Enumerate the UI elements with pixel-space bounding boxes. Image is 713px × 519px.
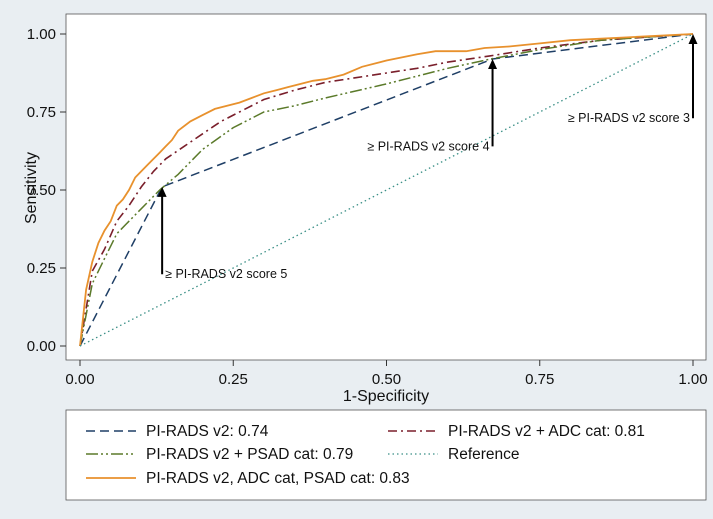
annotation-label: ≥ PI-RADS v2 score 4 [367,139,489,153]
series-layer [79,33,694,347]
legend: PI-RADS v2: 0.74 PI-RADS v2 + ADC cat: 0.… [86,423,645,487]
x-tick-label: 0.75 [525,371,554,388]
x-tick-label: 1.00 [678,371,707,388]
y-tick-label: 0.50 [27,182,56,199]
annotation-label: ≥ PI-RADS v2 score 3 [568,111,690,125]
series-line-pi-rads-v2-0-74 [79,33,694,347]
plot-area [65,13,707,361]
y-tick-label: 0.75 [27,104,56,121]
legend-label: PI-RADS v2: 0.74 [146,423,269,440]
axes-layer: 0.00 0.00 0.25 0.25 0.50 0.50 0.75 0.75 1.00 1.00 [27,26,708,388]
y-tick-label: 1.00 [27,26,56,43]
y-tick-label: 0.00 [27,338,56,355]
legend-label: PI-RADS v2 + ADC cat: 0.81 [448,423,645,440]
annotation-layer: ≥ PI-RADS v2 score 5 ≥ PI-RADS v2 score 4… [157,34,698,281]
annotation-arrow-head [157,186,167,197]
x-tick-label: 0.00 [65,371,94,388]
annotation-label: ≥ PI-RADS v2 score 5 [165,267,287,281]
legend-label: Reference [448,446,520,463]
x-tick-label: 0.25 [219,371,248,388]
annotation-arrow-head [688,34,698,44]
legend-box [65,409,707,501]
x-axis-title: 1-Specificity [343,388,429,405]
y-tick-label: 0.25 [27,260,56,277]
annotation-arrow-head [488,58,498,69]
series-line-pi-rads-v2-psad-cat-0-79 [79,33,694,347]
series-line-pi-rads-v2-adc-cat-0-81 [79,33,694,347]
legend-label: PI-RADS v2 + PSAD cat: 0.79 [146,446,353,463]
legend-label: PI-RADS v2, ADC cat, PSAD cat: 0.83 [146,470,410,487]
series-line-pi-rads-v2-adc-cat-psad-cat-0-83 [79,33,694,347]
y-axis-title: Sensitivity [23,152,40,224]
x-tick-label: 0.50 [372,371,401,388]
